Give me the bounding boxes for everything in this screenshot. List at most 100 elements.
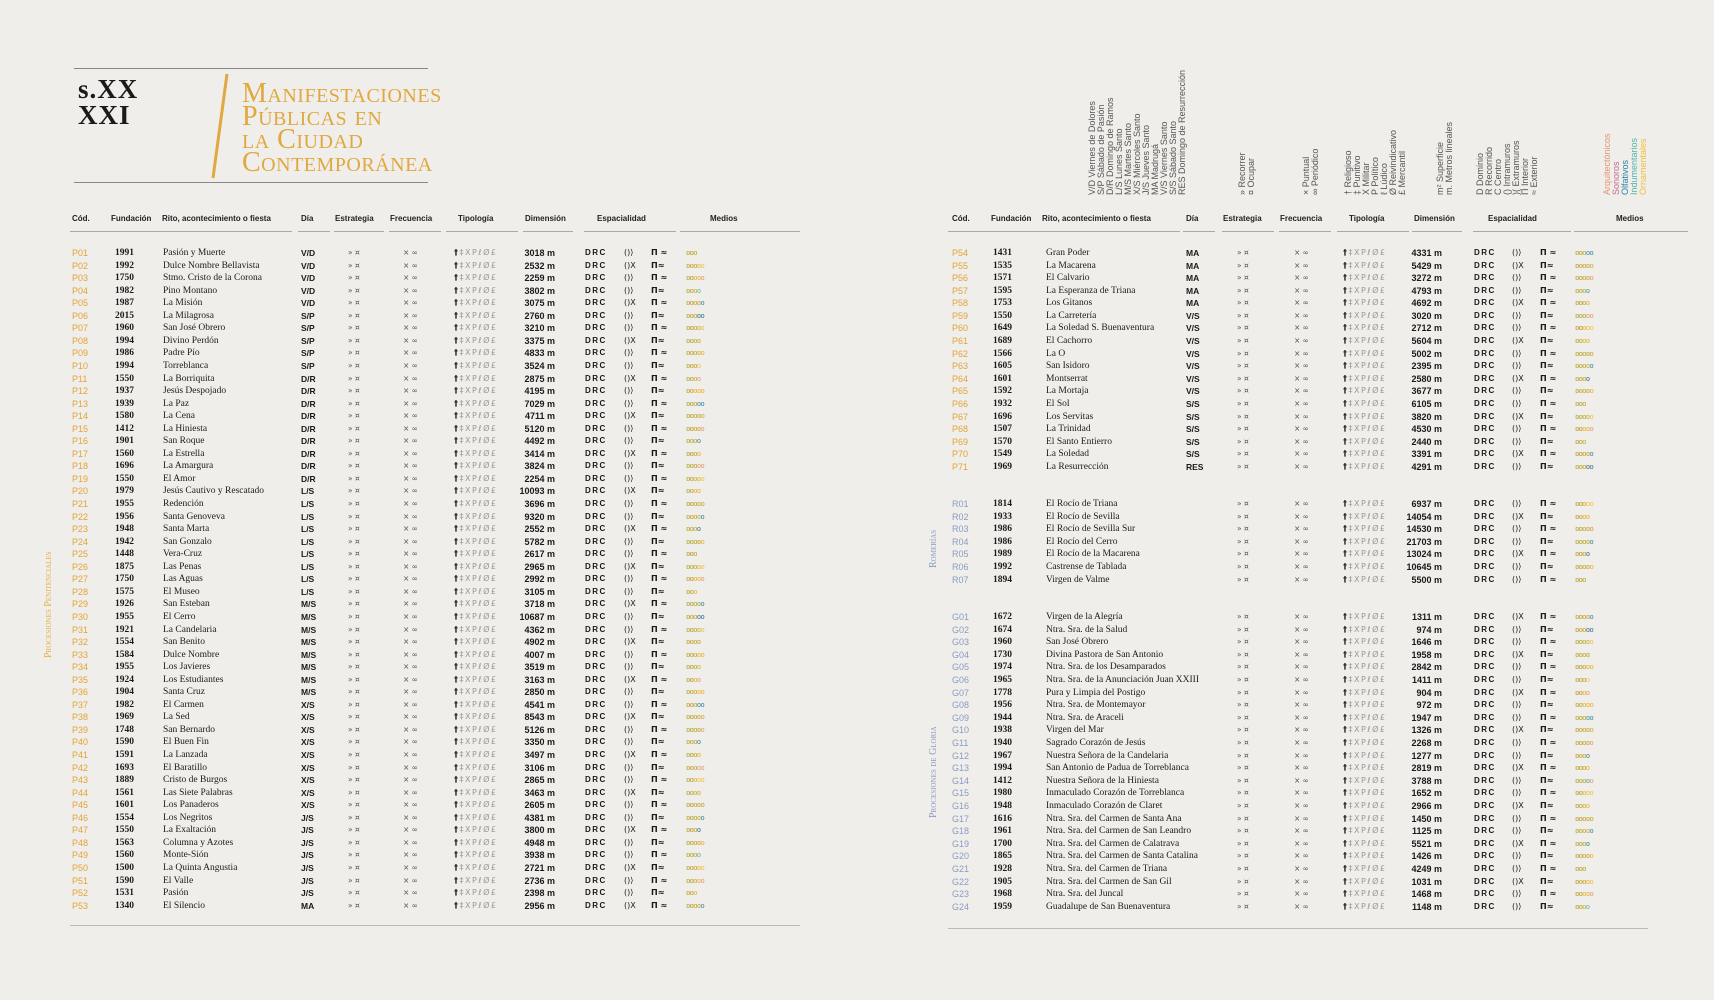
row-dimension: 3350 m [524,737,555,748]
media-dots: oo [686,587,694,596]
row-interior: Π ≈ [651,499,668,508]
row-typology: †‡XPℓØ£ [1343,511,1387,521]
row-name: Dulce Nombre [163,649,220,660]
row-strategy: » ¤ [1237,750,1249,760]
media-dots: o [1575,852,1579,861]
row-year: 1340 [115,900,134,911]
row-frequency: × ∞ [403,549,418,559]
media-dots: o [1575,299,1579,308]
media-dots: oooo [1575,450,1590,459]
row-name: El Rocío de Sevilla [1046,511,1120,522]
row-frequency: × ∞ [403,762,418,772]
row-dimension: 14530 m [1406,524,1442,535]
media-dots: oo [686,349,694,358]
row-interior: Π≈ [651,260,665,270]
media-dots: oooo [686,424,701,433]
row-spatial: DRC [585,561,607,571]
row-year: 1982 [115,699,134,710]
row-year: 1937 [115,386,134,397]
table-row: P12 1937 Jesús Despojado D/R» ¤ × ∞ †‡XPℓØ£ 41… [0,385,1714,397]
row-day: V/S [1186,348,1200,359]
row-strategy: » ¤ [1237,637,1249,647]
table-row: G06 1965 Ntra. Sra. de la Anunciación Juan… [0,674,1714,686]
row-dimension: 3677 m [1411,386,1442,397]
row-dimension: 4195 m [524,386,555,397]
row-dimension: 2617 m [524,549,555,560]
row-interior: Π ≈ [1540,424,1557,434]
row-dimension: 3800 m [524,825,555,836]
row-typology: †‡XPℓØ£ [1343,649,1387,659]
media-dots: oooo [1575,713,1590,722]
media-dots: oo [686,801,694,810]
row-walls: ()X [1512,449,1524,459]
media-dots: o [686,638,690,647]
media-dots: oo [1575,638,1583,647]
media-dots: o [1575,726,1579,735]
row-code: P65 [952,386,969,397]
row-spatial: DRC [1474,763,1496,773]
media-dots: ooooo [1575,311,1594,320]
row-year: 1986 [993,536,1012,547]
row-code: P52 [72,888,89,899]
media-dots: ooo [686,851,697,860]
row-walls: ()⟩ [1512,499,1522,508]
media-dots: o [1575,462,1579,471]
col-header-r5: Frecuencia [1280,214,1323,223]
media-dots: ooooo [686,387,705,396]
row-code: P66 [952,398,969,409]
row-interior: Π≈ [1540,624,1554,634]
media-dots: oo [686,324,694,333]
row-strategy: » ¤ [348,837,360,847]
row-day: MA [301,900,315,911]
row-walls: ()⟩ [1512,675,1522,684]
row-code: G17 [952,813,970,824]
row-strategy: » ¤ [348,260,360,270]
row-strategy: » ¤ [1237,864,1249,873]
media-dots: ooo [686,437,697,446]
row-walls: ()⟩ [624,499,634,508]
row-spatial: DRC [585,386,607,396]
row-day: L/S [301,499,315,509]
media-dots: oooo [1575,638,1590,647]
row-strategy: » ¤ [1237,562,1249,571]
row-code: P03 [72,273,89,284]
row-code: G19 [952,838,970,849]
media-dots: oo [686,788,694,797]
media-dots: oooo [1575,387,1590,396]
media-dots: ooo [686,738,697,747]
row-year: 1554 [115,637,134,648]
row-day: L/S [301,574,315,585]
row-code: P49 [72,850,89,861]
table-row: P24 1942 San Gonzalo L/S» ¤ × ∞ †‡XPℓØ£ 5782 m… [0,536,1714,548]
table-row: P51 1590 El Valle J/S» ¤ × ∞ †‡XPℓØ£ 2736 m DRC… [0,875,1714,887]
media-dots: oooo [686,738,701,747]
media-dots: o [686,587,690,596]
row-spatial: DRC [1474,424,1496,434]
media-dots: oo [686,474,694,483]
media-dots: ooo [686,776,697,785]
row-frequency: × ∞ [403,323,418,333]
media-dots: oo [1575,613,1583,621]
row-typology: †‡XPℓØ£ [454,536,498,546]
media-dots: ooooo [1575,852,1594,861]
row-interior: Π≈ [651,335,665,345]
row-dimension: 4793 m [1411,285,1442,296]
row-name: Inmaculado Corazón de Torreblanca [1046,788,1185,799]
row-strategy: » ¤ [348,423,360,433]
row-code: G20 [952,851,970,862]
media-dots: ooo [1575,764,1586,773]
row-dimension: 3519 m [524,662,555,673]
media-dots: ooooo [686,700,705,709]
row-name: Gran Poder [1046,248,1090,258]
row-interior: Π ≈ [1540,738,1557,747]
row-walls: ()X [624,524,636,534]
row-name: El Rocío del Cerro [1046,536,1118,547]
media-dots: ooooo [1575,563,1594,571]
col-header-5: Frecuencia [390,214,433,223]
row-walls: ()X [1512,838,1524,848]
header-underline [389,231,441,232]
media-dots: ooooo [686,763,705,772]
baseline-right [948,928,1648,929]
row-day: M/S [301,662,317,673]
